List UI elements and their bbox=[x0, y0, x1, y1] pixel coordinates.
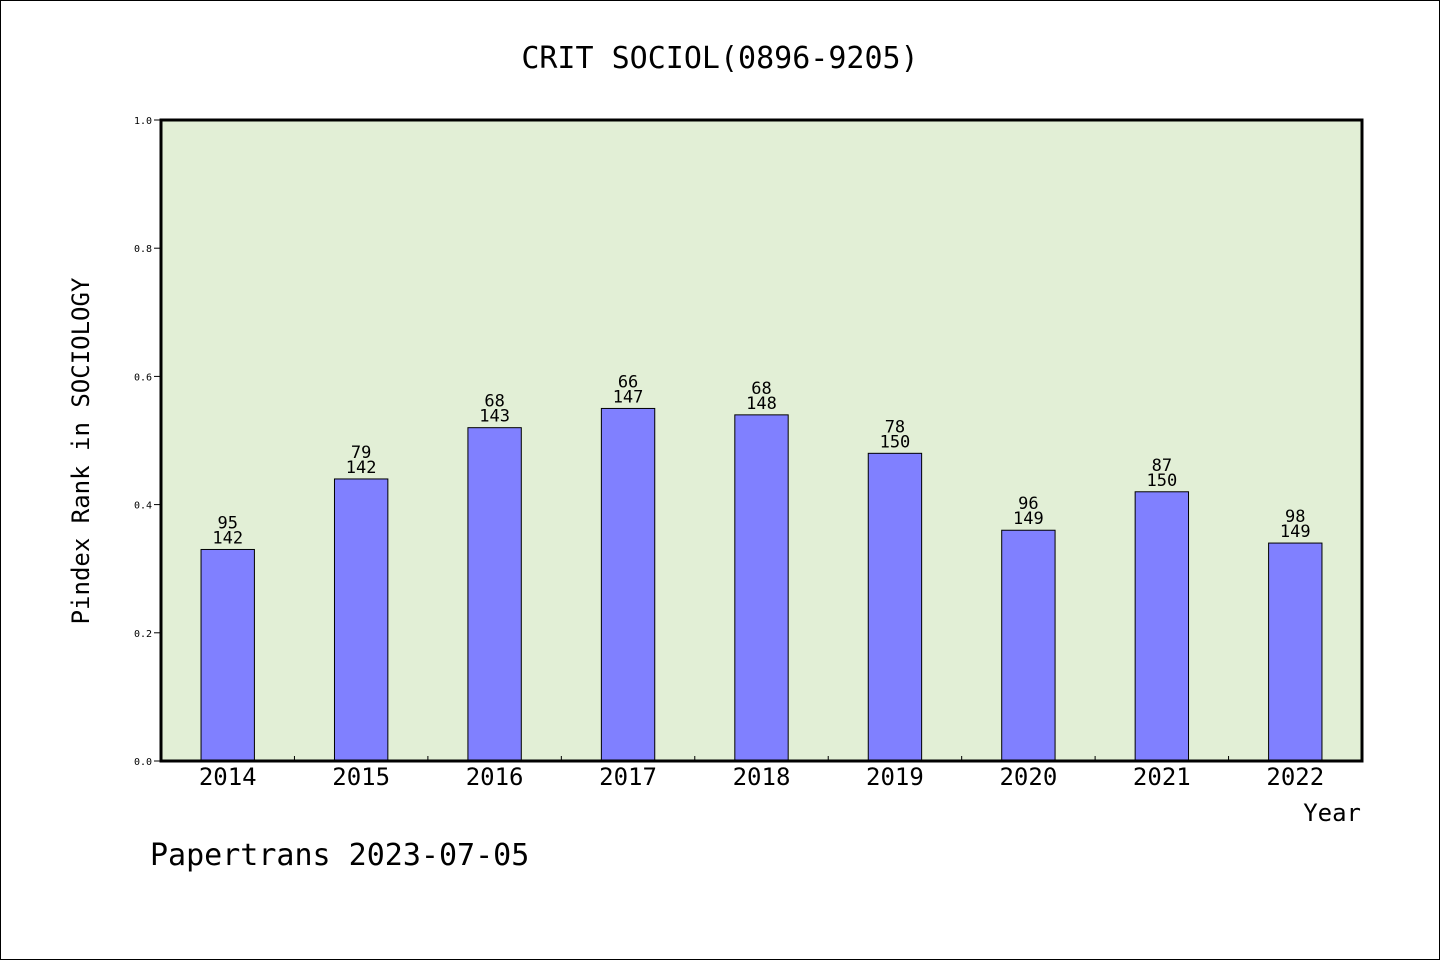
y-tick-label: 1.0 bbox=[134, 116, 152, 127]
bar-2019 bbox=[867, 452, 923, 762]
bar-rank-label: 98 bbox=[1285, 507, 1305, 527]
x-tick-label: 2014 bbox=[199, 763, 257, 791]
bar-total-label: 147 bbox=[613, 387, 644, 407]
x-tick-label: 2018 bbox=[733, 763, 791, 791]
y-tick-label: 0.2 bbox=[134, 629, 152, 640]
bar-rank-label: 78 bbox=[885, 417, 905, 437]
bar-2022 bbox=[1268, 542, 1323, 762]
bar-series bbox=[200, 407, 1323, 762]
bar-total-label: 142 bbox=[346, 458, 377, 478]
bar-total-label: 142 bbox=[212, 528, 243, 548]
bar-rank-label: 68 bbox=[751, 379, 771, 399]
y-axis-label: Pindex Rank in SOCIOLOGY bbox=[67, 277, 95, 624]
bar-total-label: 150 bbox=[880, 432, 911, 452]
footer-credit: Papertrans 2023-07-05 bbox=[150, 838, 529, 873]
bar-total-label: 143 bbox=[479, 407, 510, 427]
bar-2017 bbox=[600, 407, 656, 762]
bar-rank-label: 79 bbox=[351, 443, 371, 463]
x-tick-label: 2020 bbox=[999, 763, 1057, 791]
bar-2014 bbox=[200, 548, 255, 762]
bar-rank-label: 87 bbox=[1152, 456, 1172, 476]
x-axis: 2014 2015 2016 2017 2018 2019 2020 2021 2022 bbox=[199, 756, 1324, 791]
bar-total-label: 148 bbox=[746, 394, 777, 414]
bar-total-label: 149 bbox=[1280, 522, 1311, 542]
bar-total-label: 150 bbox=[1146, 471, 1177, 491]
bar-2018 bbox=[734, 414, 789, 762]
bar-2020 bbox=[1001, 529, 1056, 762]
bar-rank-label: 68 bbox=[484, 392, 504, 412]
x-axis-label: Year bbox=[1303, 799, 1361, 827]
bar-rank-label: 95 bbox=[217, 513, 237, 533]
y-tick-label: 0.0 bbox=[134, 757, 152, 768]
y-tick-label: 0.6 bbox=[134, 372, 152, 383]
chart-title: CRIT SOCIOL(0896-9205) bbox=[521, 41, 918, 76]
x-tick-label: 2019 bbox=[866, 763, 924, 791]
bar-total-label: 149 bbox=[1013, 509, 1044, 529]
y-tick-label: 0.4 bbox=[134, 501, 152, 512]
bar-2015 bbox=[333, 478, 389, 762]
plot-border bbox=[159, 118, 1364, 763]
bar-2021 bbox=[1134, 491, 1190, 762]
x-tick-label: 2022 bbox=[1266, 763, 1324, 791]
bar-rank-label: 66 bbox=[618, 372, 638, 392]
y-tick-label: 0.8 bbox=[134, 244, 152, 255]
x-tick-label: 2016 bbox=[466, 763, 524, 791]
bar-2016 bbox=[467, 427, 522, 762]
x-tick-label: 2015 bbox=[332, 763, 390, 791]
y-axis: 0.0 0.2 0.4 0.6 0.8 1.0 bbox=[134, 116, 161, 768]
x-tick-label: 2021 bbox=[1133, 763, 1191, 791]
x-tick-label: 2017 bbox=[599, 763, 657, 791]
bar-rank-label: 96 bbox=[1018, 494, 1038, 514]
